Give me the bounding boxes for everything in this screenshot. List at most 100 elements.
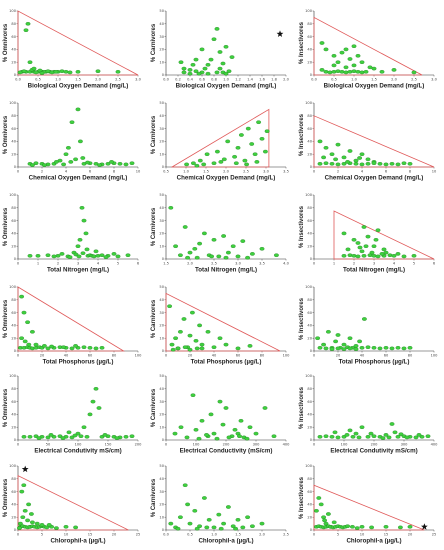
x-tick-label: 5	[117, 262, 119, 266]
data-point	[323, 161, 329, 165]
y-tick-label: 30	[159, 400, 164, 404]
data-point	[202, 66, 208, 71]
y-axis-label: % Omnivores	[3, 299, 9, 338]
x-axis-label: Electrical Condutivity mS/cm)	[34, 448, 121, 455]
data-point	[95, 69, 101, 73]
x-tick-label: 2.5	[211, 262, 217, 266]
data-point	[217, 336, 223, 340]
scatter-panel: 0 10 20 30 40 50 0.0 0.5 1.0 1.5 2.0 2.5 % Carnivore…	[148, 460, 293, 548]
data-point	[49, 344, 54, 349]
y-axis-label: % Insectivores	[299, 297, 305, 340]
data-point	[129, 161, 135, 165]
data-point	[249, 142, 255, 146]
data-point	[407, 525, 413, 529]
x-axis-label: Biological Oxygen Demand (mg/L)	[324, 83, 425, 90]
data-point	[226, 69, 232, 73]
data-point	[129, 434, 135, 438]
data-point	[323, 434, 329, 438]
y-tick-label: 40	[11, 413, 16, 417]
data-point	[181, 317, 187, 321]
data-point	[182, 225, 188, 229]
data-point	[355, 70, 361, 74]
data-point	[197, 524, 202, 528]
data-point	[211, 37, 217, 41]
data-point	[99, 346, 105, 350]
data-point	[25, 22, 31, 26]
data-point	[379, 252, 385, 256]
data-point	[193, 428, 199, 432]
data-point	[319, 41, 325, 45]
data-point	[96, 406, 102, 410]
y-tick-label: 80	[307, 22, 312, 26]
x-tick-label: 80	[112, 354, 117, 358]
scatter-panel: 0 20 40 60 80 100 0 1 2 3 4 5 6 % Insectivores Total N…	[296, 189, 441, 277]
data-point	[191, 161, 196, 165]
y-tick-label: 0	[14, 257, 17, 261]
data-point	[76, 254, 82, 259]
x-tick-label: 2	[57, 262, 59, 266]
y-tick-label: 10	[159, 336, 164, 340]
data-point	[30, 330, 35, 334]
data-point	[264, 129, 270, 133]
data-point	[226, 250, 231, 255]
data-point	[345, 160, 350, 164]
x-tick-label: 0.0	[311, 78, 317, 82]
data-point	[193, 69, 199, 73]
data-point	[331, 70, 337, 74]
scatter-panel: 0 20 40 60 80 100 0.0 0.5 1.0 1.5 2.0 2.5 3.0 % Omniv…	[0, 5, 145, 93]
scatter-plot: 0 20 40 60 80 100 0 20 40 60 80 100 % Omnivores Total…	[3, 285, 142, 365]
data-point	[329, 347, 335, 351]
data-point	[335, 60, 341, 64]
data-point	[226, 505, 231, 509]
y-tick-label: 20	[307, 60, 312, 64]
data-point	[316, 496, 322, 500]
y-tick-label: 0	[162, 257, 165, 261]
data-point	[196, 436, 202, 441]
data-point	[383, 162, 389, 167]
data-point	[327, 70, 333, 75]
data-point	[125, 253, 131, 257]
data-point	[379, 70, 385, 74]
data-point	[78, 434, 84, 438]
data-point	[99, 253, 105, 257]
data-point	[173, 336, 178, 340]
x-tick-label: 20	[188, 354, 193, 358]
data-point	[178, 425, 184, 429]
data-point	[55, 254, 61, 258]
data-point	[205, 330, 211, 334]
y-tick-label: 60	[307, 127, 312, 131]
data-point	[185, 255, 190, 260]
data-point	[407, 346, 413, 350]
x-tick-label: 2.5	[115, 78, 121, 82]
data-point	[25, 320, 30, 324]
x-tick-label: 3.5	[283, 170, 289, 174]
y-tick-label: 40	[159, 114, 164, 118]
data-point	[73, 344, 78, 348]
data-point	[33, 342, 39, 347]
data-point	[167, 304, 172, 308]
data-point	[274, 253, 279, 257]
x-tick-label: 0	[17, 262, 20, 266]
x-tick-label: 100	[431, 354, 439, 358]
y-tick-label: 0	[162, 528, 165, 532]
data-point	[221, 157, 227, 162]
data-point	[235, 254, 241, 259]
x-tick-label: 15	[88, 533, 93, 537]
data-point	[123, 162, 129, 167]
boundary-triangle	[165, 292, 281, 352]
data-point	[69, 120, 75, 124]
y-axis-label: % Carnivores	[151, 478, 157, 517]
data-point	[247, 425, 253, 429]
y-tick-label: 50	[159, 193, 164, 197]
data-point	[93, 346, 99, 351]
x-tick-label: 400	[431, 443, 439, 447]
y-tick-label: 20	[307, 336, 312, 340]
data-point	[331, 63, 337, 68]
data-point	[194, 346, 200, 351]
x-tick-label: 1.0	[351, 78, 357, 82]
y-tick-label: 40	[159, 298, 164, 302]
data-point	[45, 435, 51, 440]
x-axis-label: Total Nitrogen (mg/L)	[195, 267, 257, 274]
data-point	[221, 234, 226, 238]
data-point	[197, 158, 203, 163]
